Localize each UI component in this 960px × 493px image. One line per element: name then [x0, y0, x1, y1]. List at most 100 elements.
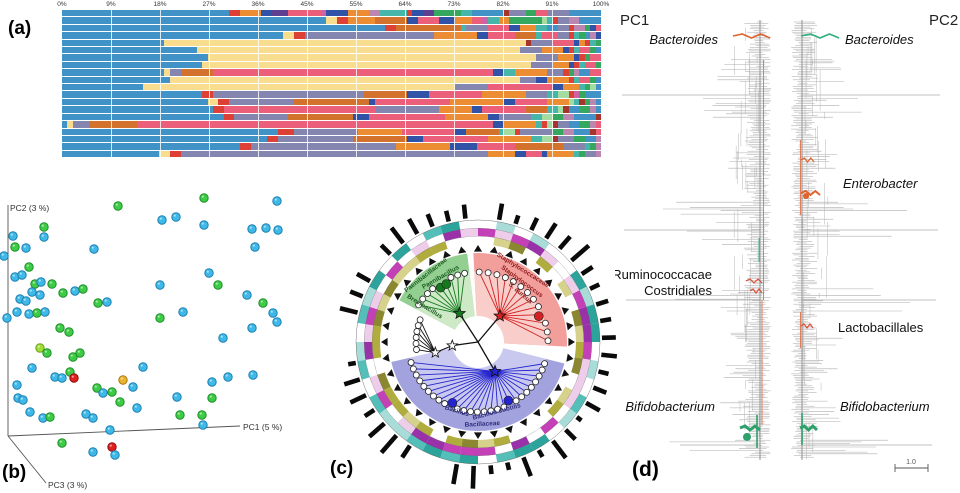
taxon-segment: [590, 98, 596, 106]
taxon-segment: [563, 143, 585, 150]
taxon-segment: [568, 24, 575, 32]
taxon-segment: [412, 10, 424, 17]
taxon-segment: [62, 150, 160, 158]
circular-cladogram: PaenibacillaceaePaenibacillusBrevibacill…: [339, 203, 618, 489]
taxon-segment: [514, 32, 537, 39]
taxon-segment: [590, 106, 596, 113]
sample-bar: [62, 84, 602, 91]
sample-bar: [62, 24, 602, 32]
taxon-segment: [595, 128, 602, 135]
sample-point: [17, 270, 27, 280]
taxon-segment: [547, 76, 569, 84]
sample-bar: [62, 17, 602, 24]
taxon-segment: [460, 10, 472, 17]
x-tick-label: 100%: [592, 1, 610, 8]
taxon-segment: [590, 32, 596, 39]
taxon-segment: [503, 69, 515, 76]
taxon-segment: [326, 10, 348, 17]
taxon-segment: [482, 91, 526, 98]
taxon-segment: [326, 17, 337, 24]
taxon-segment: [590, 121, 596, 128]
taxon-segment: [385, 24, 397, 32]
sample-point: [207, 393, 217, 403]
taxon-segment: [423, 10, 434, 17]
panel-b-label: (b): [2, 462, 27, 483]
sample-point: [81, 409, 91, 419]
sample-bar: [62, 76, 601, 84]
taxon-segment: [347, 10, 370, 17]
sample-bar: [62, 39, 601, 47]
panel-d-label: (d): [632, 458, 659, 481]
taxon-segment: [212, 106, 224, 113]
sample-point: [64, 327, 74, 337]
taxon-segment: [590, 76, 596, 84]
taxon-segment: [525, 10, 537, 17]
taxon-segment: [380, 10, 407, 17]
taxon-segment: [369, 98, 375, 106]
sample-bar: [62, 10, 602, 17]
taxon-segment: [62, 61, 203, 69]
taxon-segment: [574, 32, 580, 39]
taxon-segment: [503, 98, 515, 106]
taxon-segment: [568, 69, 575, 76]
taxon-segment: [62, 17, 327, 24]
taxon-segment: [530, 39, 553, 47]
sample-point: [12, 380, 22, 390]
sample-point: [107, 442, 117, 452]
taxon-segment: [568, 76, 575, 84]
taxon-segment: [487, 17, 499, 24]
taxon-segment: [574, 69, 580, 76]
phylogenetic-trees: Bacteroides Bacteroides Enterobacter Rumino…: [615, 20, 940, 472]
taxon-segment: [547, 17, 553, 24]
taxon-segment: [541, 17, 548, 24]
taxon-segment: [439, 106, 472, 113]
sample-point: [18, 395, 28, 405]
sample-bar: [62, 135, 602, 143]
sample-point: [102, 297, 112, 307]
pc1-title: PC1: [620, 12, 650, 29]
taxon-segment: [482, 17, 488, 24]
taxon-segment: [557, 135, 575, 143]
taxon-segment: [520, 47, 542, 54]
sample-point: [273, 225, 283, 235]
pennant-ring: [381, 245, 575, 439]
taxon-segment: [169, 76, 521, 84]
sample-point: [172, 392, 182, 402]
sample-bar: [62, 54, 602, 61]
sample-point: [68, 352, 78, 362]
taxon-segment: [584, 143, 591, 150]
taxon-segment: [455, 128, 467, 135]
taxon-segment: [62, 106, 213, 113]
sample-point: [70, 286, 80, 296]
taxon-segment: [574, 47, 580, 54]
taxon-segment: [401, 128, 456, 135]
sample-point: [268, 308, 278, 318]
taxon-segment: [574, 54, 580, 61]
taxon-segment: [595, 76, 601, 84]
taxon-segment: [514, 128, 521, 135]
panel-a-label: (a): [8, 18, 32, 39]
taxon-segment: [595, 32, 602, 39]
sample-point: [36, 277, 46, 287]
taxon-segment: [482, 106, 526, 113]
sample-point: [132, 403, 142, 413]
scatter-points: [0, 193, 283, 460]
taxon-segment: [423, 135, 488, 143]
taxon-segment: [358, 128, 402, 135]
taxon-segment: [62, 128, 278, 135]
sample-point: [157, 215, 167, 225]
taxon-segment: [487, 24, 510, 32]
taxon-segment: [487, 32, 515, 39]
taxon-segment: [223, 113, 235, 121]
taxon-segment: [487, 113, 499, 121]
taxon-segment: [88, 121, 138, 128]
taxon-segment: [304, 32, 434, 39]
taxon-segment: [62, 69, 165, 76]
sample-bar: [62, 150, 602, 158]
sample-point: [45, 412, 55, 422]
taxon-segment: [514, 150, 526, 158]
tree-branches: [791, 20, 940, 460]
taxon-segment: [487, 84, 553, 91]
taxon-segment: [487, 150, 515, 158]
taxon-segment: [579, 150, 585, 158]
